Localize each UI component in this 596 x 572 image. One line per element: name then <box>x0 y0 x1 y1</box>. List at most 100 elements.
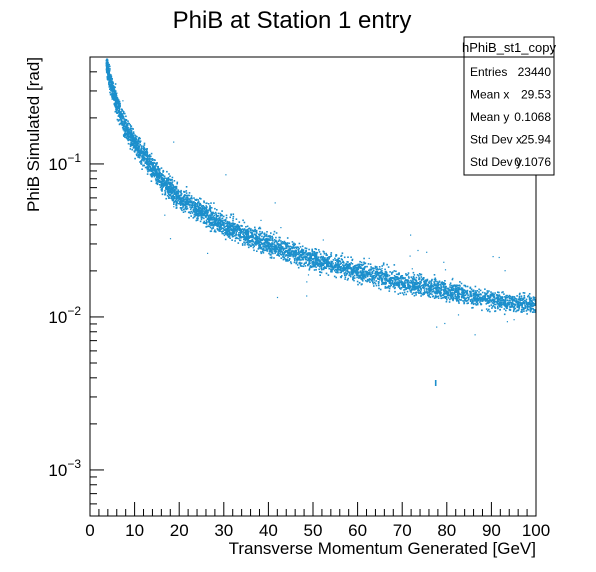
data-point <box>198 209 201 212</box>
data-point <box>529 303 532 305</box>
data-point <box>380 274 383 276</box>
data-point <box>413 278 416 280</box>
data-point <box>356 270 359 273</box>
data-point <box>414 288 416 290</box>
data-point <box>133 146 135 148</box>
data-point <box>450 288 453 290</box>
data-point <box>355 268 357 271</box>
data-point <box>457 299 460 302</box>
data-point <box>525 310 528 312</box>
data-point <box>147 170 149 173</box>
data-point <box>481 298 483 301</box>
data-point <box>232 225 235 227</box>
data-point <box>239 234 241 236</box>
data-point <box>283 256 285 259</box>
data-point <box>209 206 211 208</box>
data-point <box>240 231 243 234</box>
data-point <box>139 141 141 144</box>
data-point <box>332 267 335 270</box>
data-point <box>147 155 149 158</box>
data-point <box>440 281 443 284</box>
data-point <box>204 212 206 215</box>
data-point <box>341 264 344 266</box>
data-point <box>399 287 401 290</box>
data-point <box>203 201 205 204</box>
data-point <box>138 156 140 159</box>
data-point <box>376 271 379 273</box>
data-point <box>123 130 126 132</box>
data-point <box>191 204 193 206</box>
data-point <box>479 300 482 302</box>
data-point <box>271 243 274 245</box>
data-point <box>209 217 212 219</box>
data-point <box>163 182 166 184</box>
data-point <box>395 281 397 284</box>
data-point <box>311 261 314 263</box>
data-point <box>157 176 159 178</box>
data-point <box>320 271 323 274</box>
data-point <box>229 233 232 236</box>
data-point <box>114 90 117 92</box>
data-point <box>337 259 339 261</box>
data-point <box>340 266 342 268</box>
data-point <box>327 274 330 276</box>
data-point <box>107 78 110 80</box>
data-point <box>323 251 325 253</box>
data-point <box>165 187 167 189</box>
data-point <box>306 253 308 256</box>
data-point <box>386 274 388 276</box>
data-point <box>410 291 412 293</box>
data-point <box>220 230 223 233</box>
data-point <box>269 242 271 245</box>
data-point <box>452 292 454 294</box>
data-point <box>387 285 390 288</box>
data-point <box>375 280 378 282</box>
data-point <box>161 183 163 185</box>
data-point <box>435 284 438 286</box>
data-point <box>393 264 396 266</box>
data-point <box>197 199 200 201</box>
data-point <box>321 262 324 264</box>
data-point <box>215 224 217 226</box>
data-point <box>377 274 379 276</box>
data-point <box>362 268 364 270</box>
data-point <box>167 189 169 191</box>
data-point <box>440 288 442 290</box>
data-point <box>127 132 129 134</box>
data-point <box>196 219 199 221</box>
data-point <box>185 194 188 197</box>
data-point <box>221 232 224 234</box>
data-point <box>269 250 271 253</box>
data-point <box>190 201 192 204</box>
data-point <box>371 279 374 281</box>
data-point <box>511 306 514 308</box>
data-point <box>525 302 527 304</box>
data-point <box>485 308 488 310</box>
data-point <box>166 170 168 173</box>
data-point <box>286 243 289 246</box>
data-point <box>417 289 419 291</box>
data-point <box>283 247 285 250</box>
data-point <box>475 304 478 306</box>
data-point <box>208 208 211 211</box>
data-point <box>144 148 146 150</box>
data-point <box>419 292 421 294</box>
data-point <box>300 251 303 253</box>
data-point <box>205 207 208 210</box>
data-point <box>253 230 255 232</box>
data-point <box>433 297 436 299</box>
data-point <box>141 146 143 148</box>
data-point <box>366 275 369 278</box>
data-point <box>323 267 325 269</box>
data-point <box>209 218 211 221</box>
data-point <box>492 294 495 296</box>
data-point <box>127 128 129 130</box>
data-point <box>217 218 219 220</box>
data-point <box>242 219 244 222</box>
data-point <box>305 259 308 261</box>
data-point <box>263 242 266 245</box>
data-point <box>330 262 332 264</box>
data-point <box>400 283 403 286</box>
data-point <box>396 273 399 276</box>
data-point <box>360 274 363 277</box>
